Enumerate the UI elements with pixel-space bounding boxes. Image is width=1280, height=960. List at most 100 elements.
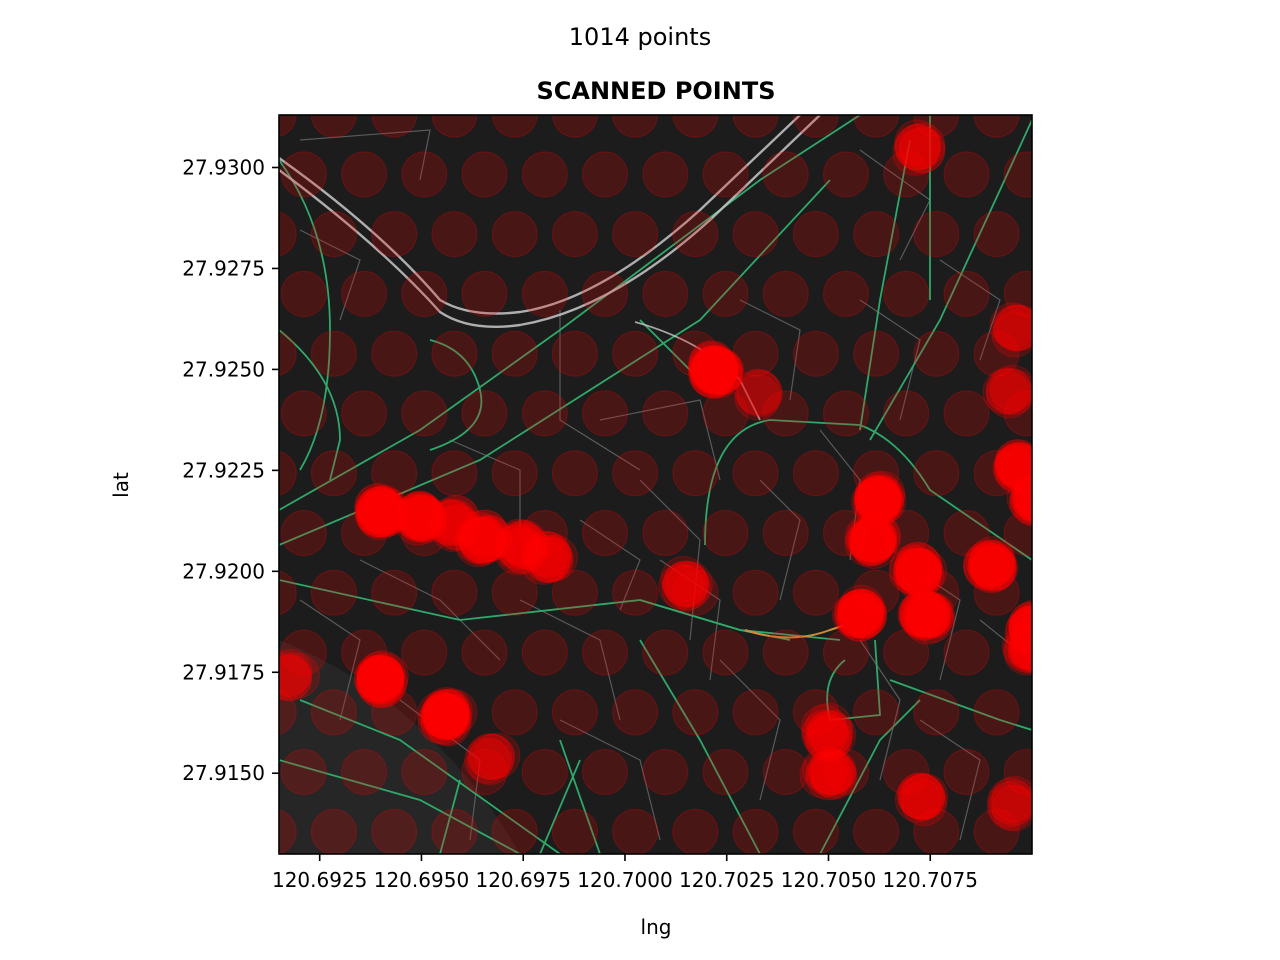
scatter-point (521, 629, 568, 676)
scatter-point (521, 390, 568, 437)
scatter-point (898, 774, 945, 821)
y-tick-label: 27.9300 (182, 155, 265, 179)
map-major-road (279, 329, 341, 481)
scatter-point (995, 448, 1032, 495)
scatter-point (279, 115, 297, 137)
scatter-point (354, 489, 401, 536)
scatter-point (838, 590, 885, 636)
scatter-point (896, 548, 943, 595)
x-tick-label: 120.6975 (475, 868, 570, 892)
scatter-point (401, 749, 448, 795)
scatter-point (355, 486, 402, 533)
scatter-point (503, 524, 550, 571)
scatter-point (895, 550, 942, 597)
scatter-point (696, 348, 743, 395)
scatter-point (397, 494, 444, 541)
map-major-road (639, 319, 701, 381)
scatter-point (844, 514, 891, 561)
scatter-point (895, 548, 942, 595)
scatter-point (491, 808, 538, 854)
scatter-point (524, 537, 571, 584)
scatter-point (895, 548, 942, 595)
scatter-point (310, 115, 357, 138)
scatter-point (279, 651, 311, 698)
scatter-point (525, 534, 572, 581)
scatter-point (883, 749, 930, 795)
scatter-point (856, 474, 902, 521)
scatter-point (526, 536, 573, 583)
scatter-point (803, 714, 850, 760)
scatter-point (356, 486, 402, 532)
y-tick-label: 27.9225 (182, 458, 265, 482)
scatter-point (551, 689, 598, 736)
scatter-point (855, 471, 901, 518)
scatter-point (520, 538, 567, 585)
scatter-point (431, 808, 478, 854)
scatter-point (732, 569, 779, 616)
map-street (939, 259, 1001, 361)
scatter-point (642, 270, 689, 317)
scatter-point (468, 733, 515, 780)
scatter-point (423, 690, 469, 737)
scatter-point (810, 748, 857, 795)
scatter-point (495, 524, 542, 571)
scatter-point (691, 346, 738, 392)
scatter-point (762, 629, 809, 676)
scatter-point (690, 352, 737, 399)
map-street (859, 639, 901, 781)
scatter-point (459, 516, 506, 562)
scatter-point (612, 330, 659, 377)
scatter-point (696, 349, 743, 396)
scatter-point (371, 689, 418, 736)
scatter-point (996, 442, 1032, 489)
scatter-point (689, 340, 736, 387)
scatter-point (521, 530, 568, 577)
y-tick-label: 27.9200 (182, 559, 265, 583)
scatter-point (853, 450, 900, 497)
scatter-point (424, 498, 471, 545)
scatter-point (893, 546, 940, 593)
scatter-point (846, 515, 893, 562)
scatter-point (792, 211, 839, 258)
scatter-point (883, 390, 930, 437)
scatter-point (494, 529, 541, 575)
scatter-point (1005, 623, 1032, 670)
scatter-point (356, 490, 403, 537)
scatter-point (310, 330, 357, 377)
x-axis-label: lng (641, 915, 672, 939)
scatter-point (582, 151, 628, 198)
scatter-point (1015, 608, 1032, 653)
map-street (559, 719, 661, 841)
scatter-point (664, 564, 711, 611)
scatter-point (963, 541, 1009, 588)
scatter-point (762, 270, 809, 317)
scatter-point (356, 651, 403, 698)
scatter-point (811, 753, 858, 800)
scatter-point (1009, 609, 1032, 656)
scatter-point (851, 478, 897, 525)
y-axis: 27.9150 27.9175 27.9200 27.9225 27.9250 27.92… (182, 155, 279, 785)
scatter-point (832, 592, 878, 639)
scatter-points (279, 115, 1032, 854)
scatter-point (433, 494, 480, 541)
map-major-road (279, 179, 831, 546)
scatter-point (310, 689, 357, 736)
scatter-point (354, 656, 401, 703)
scatter-point (801, 711, 848, 758)
scatter-point (736, 369, 783, 416)
scatter-point (853, 330, 900, 377)
scatter-point (805, 716, 851, 763)
scatter-point (642, 151, 689, 198)
scatter-point (371, 569, 418, 616)
scatter-point (807, 709, 854, 756)
scatter-point (732, 115, 779, 138)
scatter-point (279, 655, 312, 702)
scatter-point (371, 211, 418, 258)
scatter-point (355, 491, 402, 537)
scatter-point (491, 569, 538, 616)
scatter-point (823, 749, 869, 795)
scatter-point (396, 492, 443, 539)
scatter-point (853, 478, 900, 525)
scatter-point (943, 151, 990, 198)
map-major-road (559, 739, 601, 854)
